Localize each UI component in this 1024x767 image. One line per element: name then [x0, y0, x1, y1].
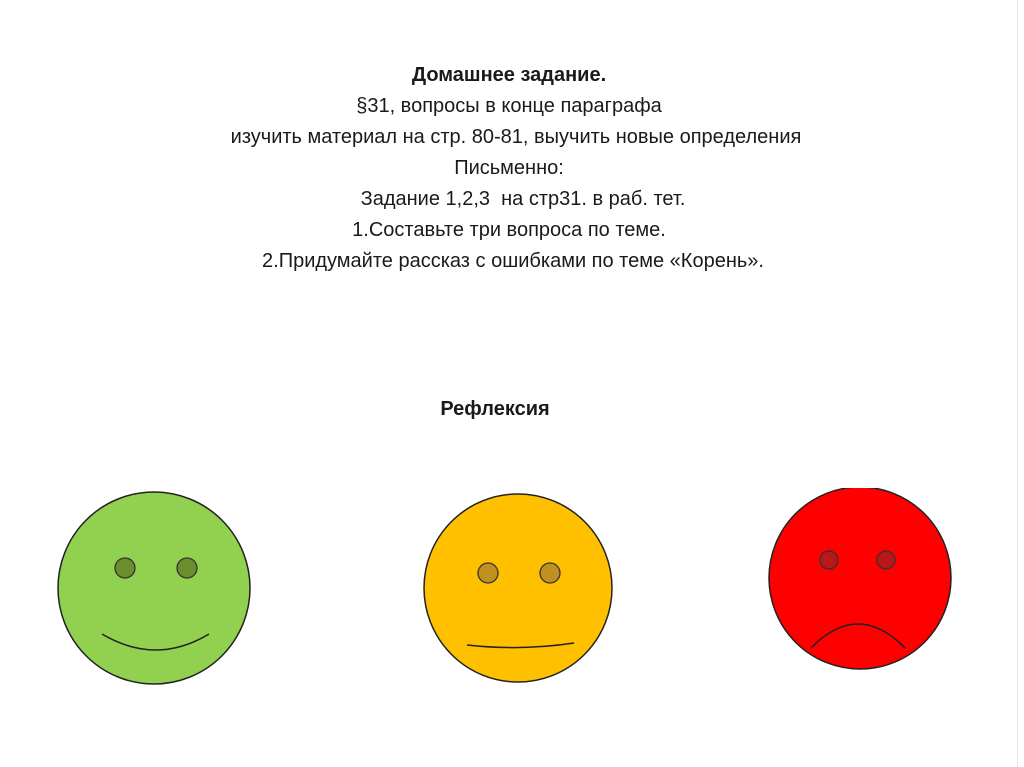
neutral-face-right-eye — [539, 562, 561, 584]
sad-face-right-eye — [876, 550, 896, 570]
neutral-face-mouth — [466, 642, 575, 649]
happy-face-circle — [57, 491, 251, 685]
homework-line-6: 2.Придумайте рассказ с ошибками по теме … — [262, 250, 764, 272]
homework-line-4: Задание 1,2,3 на стр31. в раб. тет. — [360, 188, 686, 210]
neutral-face-icon[interactable] — [421, 488, 621, 688]
sad-face-icon[interactable] — [766, 488, 966, 688]
happy-face-left-eye — [114, 557, 136, 579]
neutral-face-circle — [423, 493, 613, 683]
happy-face-icon[interactable] — [56, 488, 256, 688]
happy-face-mouth — [101, 633, 210, 651]
neutral-face-left-eye — [477, 562, 499, 584]
homework-title: Домашнее задание. — [411, 64, 607, 86]
reflection-title: Рефлексия — [440, 398, 550, 420]
reflection-faces — [0, 480, 1024, 700]
sad-face-mouth — [810, 623, 906, 649]
happy-face-right-eye — [176, 557, 198, 579]
homework-line-3: Письменно: — [454, 157, 564, 179]
slide-edge-divider — [1017, 0, 1018, 767]
homework-block: Домашнее задание. §31, вопросы в конце п… — [0, 60, 1024, 277]
homework-line-5: 1.Составьте три вопроса по теме. — [352, 219, 666, 241]
homework-line-1: §31, вопросы в конце параграфа — [356, 95, 662, 117]
homework-line-2: изучить материал на стр. 80-81, выучить … — [230, 126, 802, 148]
sad-face-circle — [768, 488, 952, 670]
sad-face-left-eye — [819, 550, 839, 570]
